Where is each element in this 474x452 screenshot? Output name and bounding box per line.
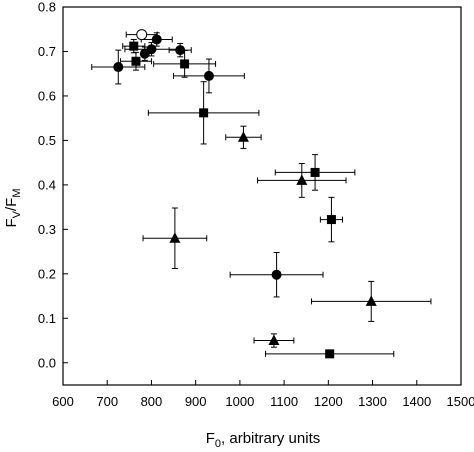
triangle-marker [296, 174, 308, 185]
x-tick-label: 1200 [314, 394, 343, 409]
data-markers [113, 29, 377, 359]
square-marker [325, 349, 335, 359]
x-tick-label: 1000 [225, 394, 254, 409]
y-tick-label: 0.7 [38, 44, 56, 59]
square-marker [180, 59, 190, 69]
y-axis-label: FV/FM [3, 188, 23, 227]
plot-frame [62, 6, 462, 386]
triangle-marker [237, 131, 249, 142]
y-axis-label-subscript-v: V [11, 210, 23, 218]
x-tick-label: 1400 [402, 394, 431, 409]
y-tick-label: 0.3 [38, 222, 56, 237]
circle-marker [203, 70, 214, 81]
square-marker [199, 108, 209, 118]
x-tick-label: 800 [141, 394, 163, 409]
x-axis-label: F0, arbitrary units [206, 430, 321, 450]
x-tick-label: 1500 [447, 394, 474, 409]
square-marker [326, 215, 336, 225]
x-tick-label: 1100 [270, 394, 298, 409]
circle-marker [271, 269, 282, 280]
y-tick-label: 0.6 [38, 88, 56, 103]
y-tick-label: 0.0 [38, 355, 56, 370]
x-tick-label: 600 [52, 394, 74, 409]
square-marker [131, 56, 141, 66]
circle-marker [151, 34, 162, 45]
x-tick-label: 1300 [358, 394, 387, 409]
error-bars [91, 30, 432, 357]
circle-marker [113, 62, 124, 73]
y-tick-label: 0.5 [38, 133, 56, 148]
y-axis-label-subscript-m: M [11, 188, 23, 197]
y-tick-label: 0.1 [38, 311, 56, 326]
triangle-marker [169, 232, 181, 243]
x-tick-label: 900 [185, 394, 207, 409]
square-marker [310, 167, 320, 177]
open-circle-marker [136, 29, 148, 41]
x-axis-label-subscript: 0 [215, 438, 221, 450]
circle-marker [146, 44, 157, 55]
square-marker [129, 41, 139, 51]
y-tick-label: 0.2 [38, 266, 56, 281]
axes: 600 700 800 900 1000 1100 1200 1300 1400 1500 0.0 0… [38, 0, 474, 409]
y-tick-label: 0.4 [38, 177, 56, 192]
triangle-marker [268, 334, 280, 346]
x-tick-label: 700 [96, 394, 118, 409]
circle-marker [175, 45, 186, 56]
triangle-marker [365, 295, 377, 306]
y-tick-label: 0.8 [38, 0, 56, 15]
